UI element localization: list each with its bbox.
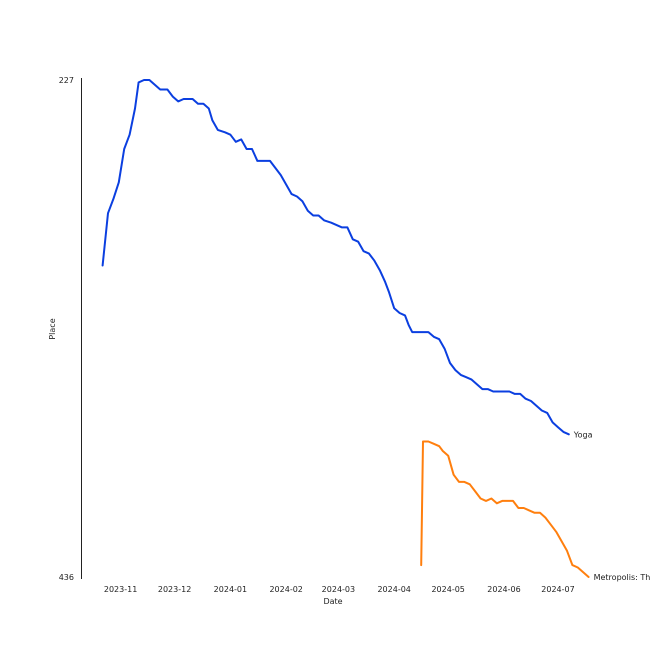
- series-layer: Yoga Metropolis: The Cha: [101, 79, 650, 582]
- series-line: [420, 440, 590, 578]
- x-tick-label: 2024-02: [269, 585, 302, 594]
- x-tick-label: 2024-01: [214, 585, 247, 594]
- x-tick-label: 2024-05: [431, 585, 464, 594]
- y-axis-ticks: 227 436: [59, 76, 74, 582]
- y-axis-label: Place: [48, 318, 57, 339]
- x-axis-ticks: 2023-11 2023-12 2024-01 2024-02 2024-03 2024-…: [104, 585, 575, 594]
- y-tick-label: 227: [59, 76, 74, 85]
- series-end-label: Yoga: [573, 430, 593, 439]
- x-tick-label: 2024-07: [541, 585, 574, 594]
- series-line: [101, 79, 570, 436]
- series-end-label: Metropolis: The Cha: [594, 573, 650, 582]
- x-axis-label: Date: [323, 597, 342, 606]
- x-tick-label: 2024-06: [487, 585, 520, 594]
- x-tick-label: 2024-04: [377, 585, 410, 594]
- x-tick-label: 2023-12: [158, 585, 191, 594]
- y-tick-label: 436: [59, 573, 74, 582]
- x-tick-label: 2024-03: [322, 585, 355, 594]
- x-tick-label: 2023-11: [104, 585, 137, 594]
